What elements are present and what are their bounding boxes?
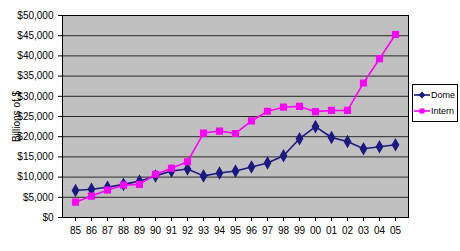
svg-text:$5,000: $5,000 bbox=[23, 192, 54, 203]
svg-text:95: 95 bbox=[230, 225, 242, 236]
svg-text:86: 86 bbox=[86, 225, 98, 236]
svg-text:Billions of $: Billions of $ bbox=[11, 90, 22, 142]
svg-text:$30,000: $30,000 bbox=[17, 91, 54, 102]
svg-text:94: 94 bbox=[214, 225, 226, 236]
svg-text:$45,000: $45,000 bbox=[17, 30, 54, 41]
svg-text:91: 91 bbox=[166, 225, 178, 236]
svg-text:$10,000: $10,000 bbox=[17, 171, 54, 182]
svg-text:03: 03 bbox=[358, 225, 370, 236]
html-text:Dome: Dome bbox=[431, 90, 455, 100]
svg-text:05: 05 bbox=[390, 225, 402, 236]
html-text:Intern: Intern bbox=[431, 106, 454, 116]
svg-text:97: 97 bbox=[262, 225, 274, 236]
svg-text:85: 85 bbox=[70, 225, 82, 236]
svg-text:88: 88 bbox=[118, 225, 130, 236]
svg-text:90: 90 bbox=[150, 225, 162, 236]
svg-text:92: 92 bbox=[182, 225, 194, 236]
svg-text:04: 04 bbox=[374, 225, 386, 236]
svg-text:89: 89 bbox=[134, 225, 146, 236]
svg-text:96: 96 bbox=[246, 225, 258, 236]
svg-text:87: 87 bbox=[102, 225, 114, 236]
svg-text:93: 93 bbox=[198, 225, 210, 236]
svg-text:$25,000: $25,000 bbox=[17, 111, 54, 122]
svg-text:$15,000: $15,000 bbox=[17, 151, 54, 162]
svg-text:$20,000: $20,000 bbox=[17, 131, 54, 142]
svg-text:01: 01 bbox=[326, 225, 338, 236]
svg-text:$40,000: $40,000 bbox=[17, 50, 54, 61]
svg-text:02: 02 bbox=[342, 225, 354, 236]
svg-text:99: 99 bbox=[294, 225, 306, 236]
svg-text:$35,000: $35,000 bbox=[17, 70, 54, 81]
svg-text:98: 98 bbox=[278, 225, 290, 236]
svg-text:$0: $0 bbox=[42, 212, 54, 223]
svg-text:00: 00 bbox=[310, 225, 322, 236]
svg-text:$50,000: $50,000 bbox=[17, 10, 54, 21]
